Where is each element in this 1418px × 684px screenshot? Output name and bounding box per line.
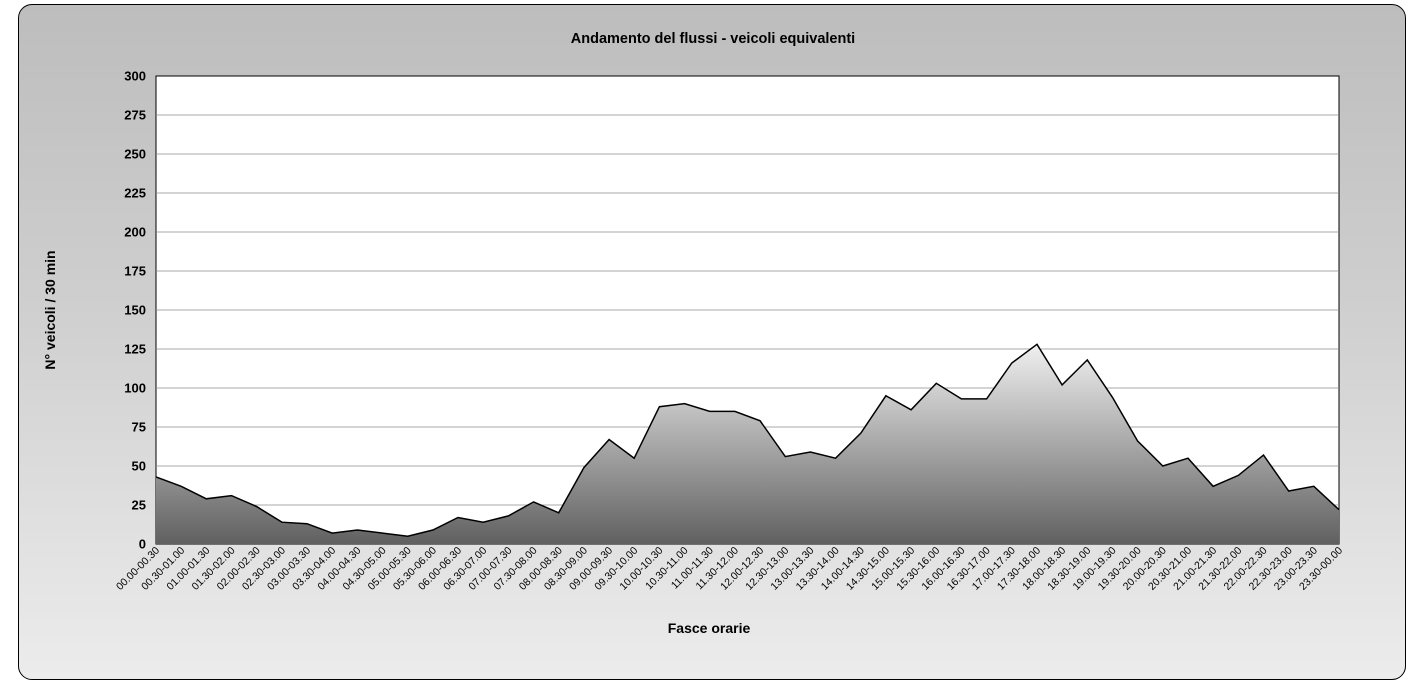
y-tick-label: 125: [124, 342, 146, 357]
x-tick-labels: 00.00-00.3000.30-01.0001.00-01.3001.30-0…: [114, 545, 1345, 593]
y-tick-label: 275: [124, 108, 146, 123]
y-tick-label: 0: [139, 537, 146, 552]
series-line: [155, 343, 1340, 537]
y-tick-label: 300: [124, 69, 146, 84]
y-tick-label: 100: [124, 381, 146, 396]
y-tick-label: 225: [124, 186, 146, 201]
y-tick-labels: 0 25 50 75 100 125 150 175 200 225 250 275 300: [124, 69, 146, 552]
y-tick-label: 250: [124, 147, 146, 162]
y-tick-label: 50: [132, 459, 146, 474]
y-tick-label: 150: [124, 303, 146, 318]
x-axis-label: Fasce orarie: [667, 620, 751, 636]
chart-title: Andamento del flussi - veicoli equivalen…: [570, 31, 856, 47]
series-area: [156, 344, 1339, 544]
y-tick-label: 25: [132, 498, 146, 513]
y-tick-label: 175: [124, 264, 146, 279]
y-tick-label: 75: [132, 420, 146, 435]
y-tick-label: 200: [124, 225, 146, 240]
